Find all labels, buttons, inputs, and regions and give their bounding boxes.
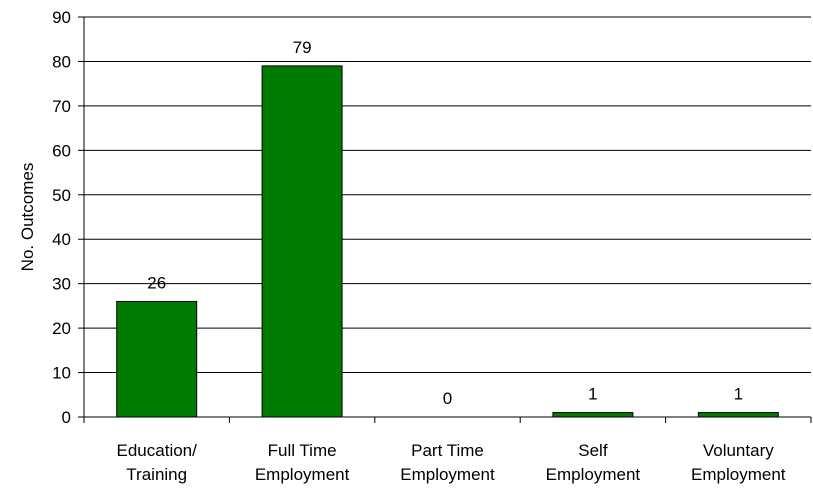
- y-tick-label: 20: [52, 319, 71, 338]
- data-label: 26: [147, 273, 166, 292]
- bar: [261, 65, 343, 418]
- y-tick-label: 60: [52, 141, 71, 160]
- y-tick-label: 50: [52, 186, 71, 205]
- data-label: 1: [734, 385, 743, 404]
- x-tick-label: Education/Training: [117, 441, 198, 484]
- data-labels: 26 79 0 1 1: [147, 38, 743, 408]
- data-label: 1: [588, 385, 597, 404]
- y-tick-label: 70: [52, 97, 71, 116]
- x-tick-label: Full Time Employment: [255, 441, 350, 484]
- y-tick-label: 90: [52, 8, 71, 27]
- bars: [116, 65, 779, 418]
- axes: [83, 17, 812, 423]
- y-tick-label: 80: [52, 52, 71, 71]
- x-axis-labels: Education/Training Full Time Employment Par…: [117, 441, 786, 484]
- data-label: 79: [293, 38, 312, 57]
- y-axis-ticks: 0 10 20 30 40 50 60 70 80 90: [52, 8, 84, 427]
- bar: [552, 412, 634, 418]
- x-tick-label: Self Employment: [546, 441, 641, 484]
- y-tick-label: 0: [62, 408, 71, 427]
- y-tick-label: 30: [52, 275, 71, 294]
- y-tick-label: 10: [52, 364, 71, 383]
- bar: [116, 300, 198, 418]
- gridlines: [84, 16, 811, 374]
- data-label: 0: [443, 389, 452, 408]
- y-axis-title: No. Outcomes: [18, 163, 37, 272]
- y-tick-label: 40: [52, 230, 71, 249]
- x-tick-label: Part Time Employment: [400, 441, 495, 484]
- bar: [697, 412, 779, 418]
- x-tick-label: Voluntary Employment: [691, 441, 786, 484]
